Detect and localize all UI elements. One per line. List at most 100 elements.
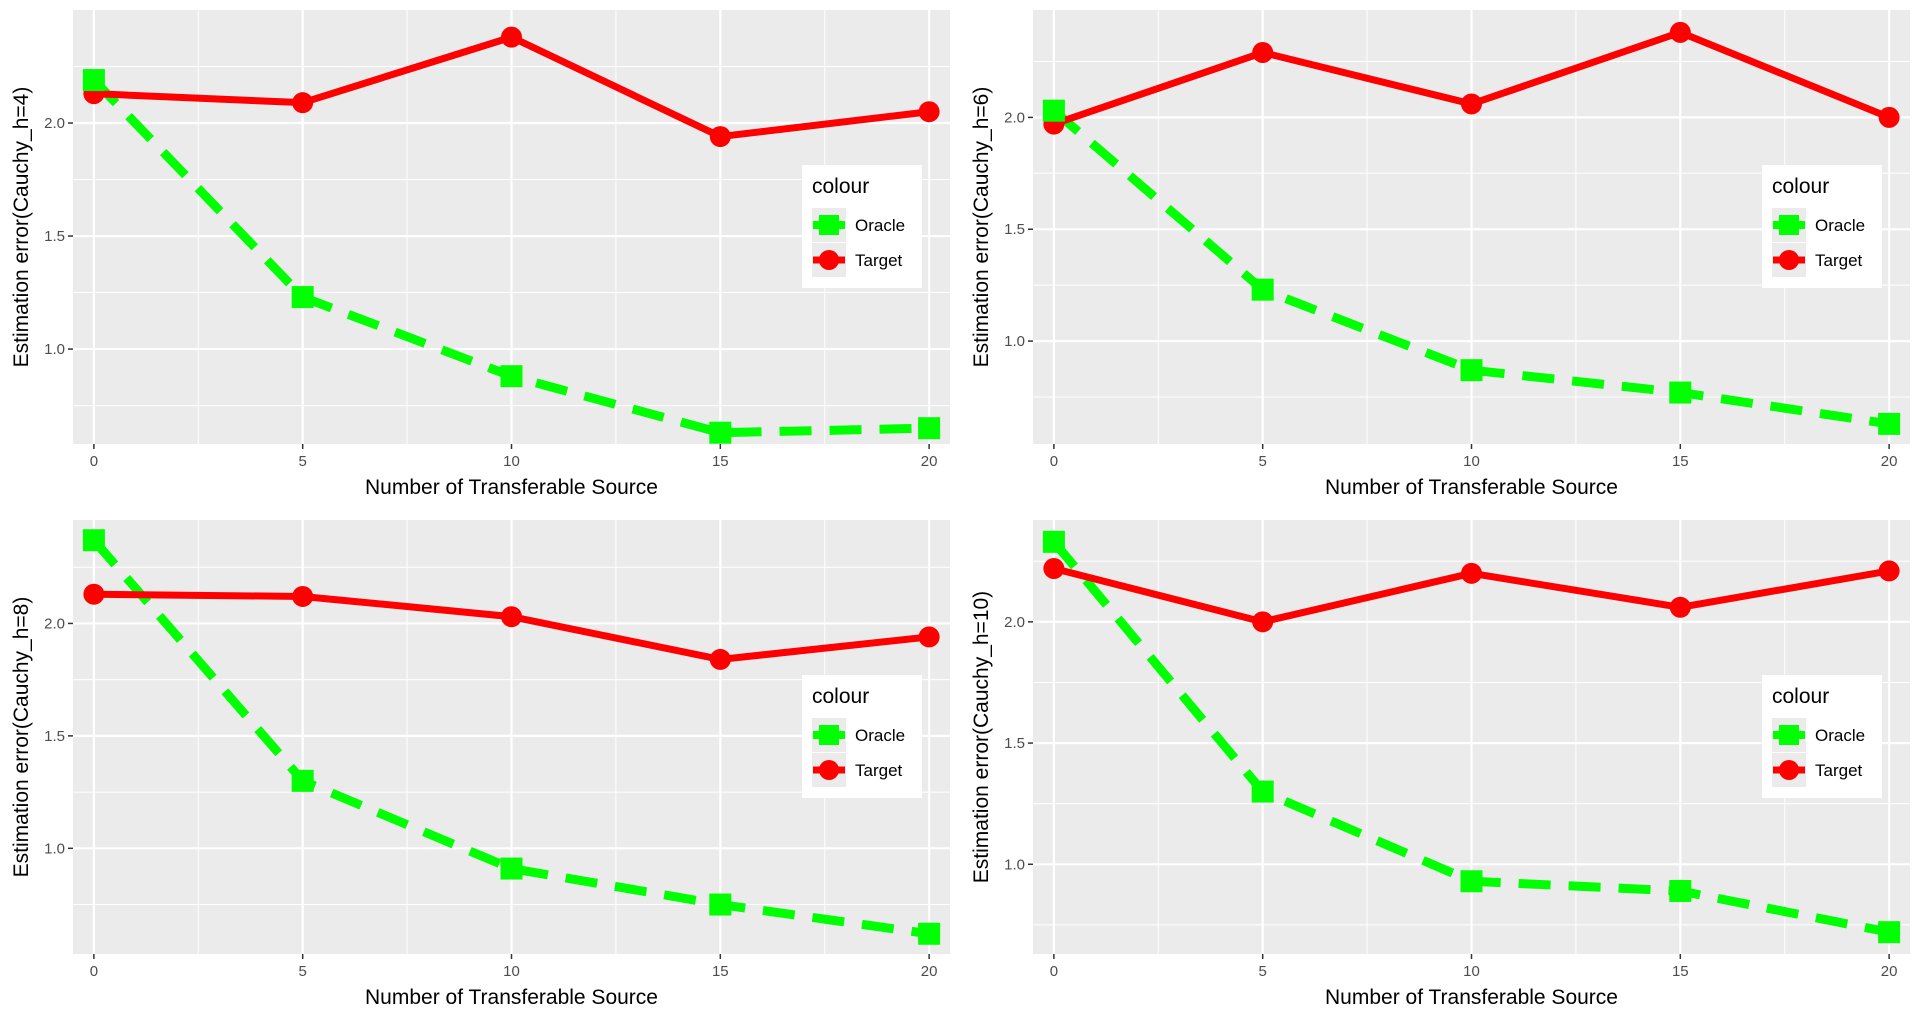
y-tick-label: 1.5 (44, 728, 65, 745)
oracle-point (500, 365, 523, 388)
oracle-point (918, 922, 941, 945)
x-tick-label: 20 (921, 963, 938, 980)
legend: colour Oracle Target (1762, 675, 1882, 798)
oracle-point (291, 769, 314, 792)
chart-panel-2: 1.0 1.5 2.0 0 5 10 15 20 Number of Transferable … (970, 10, 1910, 499)
x-axis-title: Number of Transferable Source (1325, 476, 1618, 499)
target-point (1669, 21, 1691, 43)
oracle-point (1669, 879, 1692, 902)
oracle-point (1878, 921, 1901, 944)
target-point (709, 648, 731, 670)
oracle-line (1050, 107, 1890, 429)
target-point (1043, 557, 1065, 579)
x-tick-label: 5 (1259, 963, 1267, 980)
target-point (1461, 93, 1482, 115)
oracle-point (82, 69, 105, 92)
legend-key-target-circle (1779, 760, 1799, 780)
legend-label-target: Target (855, 761, 903, 780)
chart-panel-3: 1.0 1.5 2.0 0 5 10 15 20 Number of Transferable … (10, 520, 950, 1009)
x-tick-label: 10 (1463, 453, 1480, 470)
legend-label-oracle: Oracle (855, 216, 905, 235)
y-tick-label: 1.5 (44, 228, 65, 245)
x-tick-label: 15 (712, 453, 729, 470)
target-point (1461, 562, 1482, 584)
oracle-point (1669, 381, 1692, 404)
legend-label-oracle: Oracle (1815, 216, 1865, 235)
oracle-point (1460, 359, 1483, 382)
x-tick-label: 20 (921, 453, 938, 470)
legend-key-target-circle (1779, 250, 1799, 270)
y-tick-label: 2.0 (1004, 109, 1025, 126)
oracle-point (1251, 780, 1274, 803)
legend-label-oracle: Oracle (1815, 726, 1865, 745)
x-tick-label: 10 (1463, 963, 1480, 980)
oracle-point (500, 857, 523, 880)
legend-key-target-circle (819, 250, 839, 270)
oracle-point (1042, 99, 1065, 122)
target-point (83, 583, 105, 605)
x-tick-label: 5 (299, 453, 307, 470)
y-tick-label: 1.0 (1004, 333, 1025, 350)
x-axis-title: Number of Transferable Source (365, 476, 658, 499)
legend-key-oracle-square (819, 215, 839, 235)
legend-label-target: Target (855, 251, 903, 270)
x-tick-label: 0 (90, 963, 98, 980)
legend-label-target: Target (1815, 251, 1863, 270)
oracle-point (1878, 412, 1901, 435)
legend-title: colour (1772, 685, 1829, 708)
legend-title: colour (812, 685, 869, 708)
x-axis-title: Number of Transferable Source (1325, 986, 1618, 1009)
y-tick-label: 2.0 (44, 115, 65, 132)
y-tick-label: 1.0 (44, 341, 65, 358)
target-point (918, 626, 940, 648)
legend-key-oracle-square (819, 725, 839, 745)
oracle-point (709, 893, 732, 916)
y-tick-label: 1.0 (1004, 856, 1025, 873)
oracle-point (291, 286, 314, 309)
legend: colour Oracle Target (1762, 165, 1882, 288)
y-tick-label: 1.0 (44, 840, 65, 857)
oracle-line (90, 537, 930, 939)
oracle-point (918, 417, 941, 440)
x-tick-label: 10 (503, 453, 520, 470)
oracle-point (1042, 530, 1065, 553)
y-tick-label: 1.5 (1004, 735, 1025, 752)
oracle-point (82, 529, 105, 552)
legend-key-target-circle (819, 760, 839, 780)
y-axis-title: Estimation error(Cauchy_h=8) (10, 597, 33, 878)
y-axis-title: Estimation error(Cauchy_h=6) (970, 87, 993, 368)
target-point (709, 126, 731, 148)
x-tick-label: 0 (90, 453, 98, 470)
legend: colour Oracle Target (802, 165, 922, 288)
oracle-point (1251, 278, 1274, 301)
legend: colour Oracle Target (802, 675, 922, 798)
y-axis-title: Estimation error(Cauchy_h=4) (10, 87, 33, 368)
y-tick-label: 1.5 (1004, 221, 1025, 238)
x-axis-title: Number of Transferable Source (365, 986, 658, 1009)
target-point (1252, 611, 1274, 633)
x-tick-label: 15 (1672, 453, 1689, 470)
target-point (1669, 596, 1691, 618)
target-point (292, 92, 314, 114)
x-tick-label: 10 (503, 963, 520, 980)
target-point (501, 26, 522, 48)
target-point (292, 585, 314, 607)
x-tick-label: 20 (1881, 453, 1898, 470)
target-point (1252, 42, 1274, 64)
legend-label-target: Target (1815, 761, 1863, 780)
legend-title: colour (812, 175, 869, 198)
legend-key-oracle-square (1779, 725, 1799, 745)
x-tick-label: 0 (1050, 963, 1058, 980)
oracle-point (709, 421, 732, 444)
x-tick-label: 15 (712, 963, 729, 980)
x-tick-label: 5 (299, 963, 307, 980)
legend-key-oracle-square (1779, 215, 1799, 235)
y-axis-title: Estimation error(Cauchy_h=10) (970, 591, 993, 883)
y-tick-label: 2.0 (1004, 614, 1025, 631)
target-point (501, 606, 522, 628)
legend-title: colour (1772, 175, 1829, 198)
chart-panel-1: 1.0 1.5 2.0 0 5 10 15 20 Number of Transferable … (10, 10, 950, 499)
target-point (918, 101, 940, 123)
chart-panel-4: 1.0 1.5 2.0 0 5 10 15 20 Number of Transferable … (970, 520, 1910, 1009)
